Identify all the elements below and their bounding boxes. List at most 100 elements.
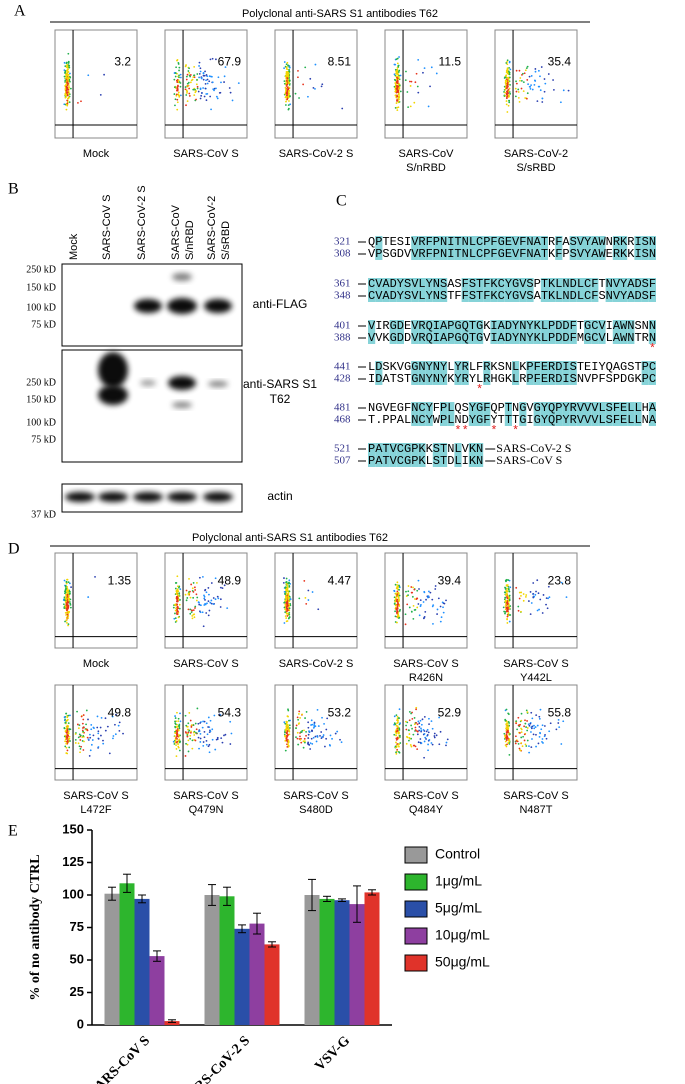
event-dot [409,85,412,87]
event-dot [537,742,540,745]
identity-highlight [440,278,448,302]
event-dot [285,91,288,94]
event-dot [394,89,397,92]
event-dot [515,720,518,722]
event-dot [524,97,527,99]
event-dot [288,719,290,722]
event-dot [198,76,201,79]
plot-label: SARS-CoV S [393,790,458,802]
event-dot [178,749,181,752]
event-dot [505,726,508,729]
identity-highlight [504,320,512,344]
plot-label: SARS-CoV S [283,790,348,802]
event-dot [211,738,214,741]
event-dot [507,595,510,598]
event-dot [176,613,179,615]
event-dot [517,88,520,91]
quadrant-value: 11.5 [439,55,462,69]
event-dot [190,611,193,613]
event-dot [66,736,68,739]
event-dot [90,724,93,726]
event-dot [64,590,67,593]
event-dot [524,719,526,722]
event-dot [408,739,410,742]
event-dot [285,735,288,737]
event-dot [395,734,397,737]
event-dot [534,726,537,728]
event-dot [205,722,208,725]
event-dot [177,743,179,745]
event-dot [503,77,506,79]
identity-highlight [512,361,520,385]
event-dot [398,594,401,597]
event-dot [506,590,509,593]
event-dot [413,101,416,104]
event-dot [524,69,527,72]
event-dot [504,88,507,91]
event-dot [508,599,511,602]
identity-highlight [490,320,498,344]
identity-highlight [432,443,440,467]
event-dot [285,94,288,97]
event-dot [518,591,521,594]
event-dot [175,737,177,739]
event-dot [394,745,397,748]
event-dot [79,751,81,754]
plot-label: S/nRBD [406,162,446,174]
event-dot [288,100,290,102]
event-dot [396,95,399,98]
identity-highlight [440,320,448,344]
bar [349,904,365,1025]
event-dot [396,581,399,584]
event-dot [442,611,445,614]
event-dot [65,614,67,616]
identity-highlight [418,236,426,260]
event-dot [288,70,291,73]
event-dot [418,725,421,728]
event-dot [507,724,509,727]
event-dot [507,80,510,83]
x-tick-label: SARS-CoV S [87,1033,153,1084]
event-dot [540,728,543,731]
event-dot [517,96,520,99]
event-dot [284,730,287,732]
event-dot [89,733,91,736]
event-dot [94,575,96,578]
event-dot [203,595,206,598]
identity-highlight [411,443,419,467]
event-dot [396,621,398,624]
event-dot [534,80,537,82]
event-dot [505,745,508,748]
event-dot [311,723,314,726]
event-dot [298,722,301,725]
event-dot [439,605,442,608]
event-dot [185,104,187,107]
identity-highlight [404,278,412,302]
event-dot [208,593,210,596]
event-dot [429,591,432,594]
event-dot [313,724,316,727]
event-dot [285,81,288,84]
event-dot [173,743,176,745]
event-dot [288,607,291,610]
y-axis-title: % of no antibody CTRL [28,854,43,1000]
identity-highlight [411,402,419,426]
identity-highlight [533,236,541,260]
identity-highlight [569,402,577,426]
plot-label: SARS-CoV S [63,790,128,802]
blot-band [204,299,232,313]
event-dot [224,66,227,69]
event-dot [520,731,523,734]
event-dot [114,723,116,726]
event-dot [525,97,528,100]
event-dot [223,81,225,83]
bar [264,944,280,1025]
event-dot [284,75,287,78]
event-dot [398,588,400,591]
event-dot [399,742,402,744]
y-tick-label: 50 [70,951,84,966]
event-dot [432,604,435,606]
event-dot [64,65,67,68]
event-dot [67,714,70,717]
event-dot [506,59,509,62]
